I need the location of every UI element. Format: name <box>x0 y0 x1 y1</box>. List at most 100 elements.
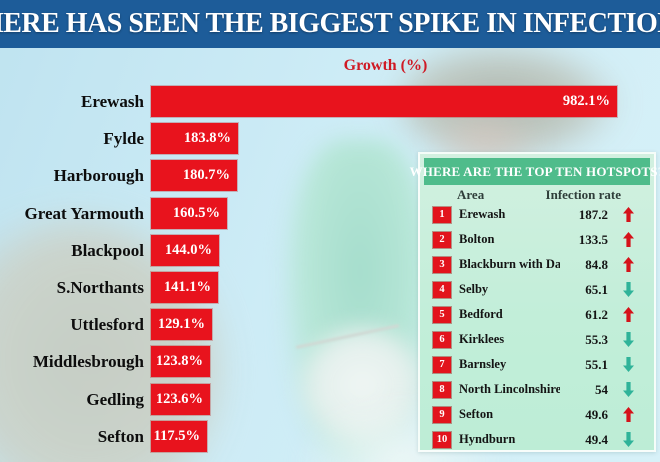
table-row: 7 Barnsley 55.1 <box>428 352 648 377</box>
infection-rate-value: 133.5 <box>578 231 608 247</box>
bar-chart: Erewash 982.1% Fylde 183.8% Harborough 1… <box>0 86 660 462</box>
trend-arrow-icon <box>608 282 648 297</box>
trend-arrow-icon <box>608 407 648 422</box>
rank-badge: 10 <box>433 431 451 448</box>
area-name: Barnsley <box>459 357 507 371</box>
rank-badge: 2 <box>433 231 451 248</box>
infection-rate-value: 61.2 <box>585 306 608 322</box>
bar-row: Fylde 183.8% <box>0 123 660 154</box>
bar-value: 141.1% <box>163 279 211 295</box>
bar-row: Middlesbrough 123.8% <box>0 346 660 377</box>
bar-row: Uttlesford 129.1% <box>0 309 660 340</box>
trend-arrow-icon <box>608 207 648 222</box>
infection-rate-value: 84.8 <box>585 256 608 272</box>
bar-label: Erewash <box>81 92 144 111</box>
bar-row: Harborough 180.7% <box>0 160 660 191</box>
table-row: 8 North Lincolnshire 54 <box>428 377 648 402</box>
infection-rate-value: 55.1 <box>585 356 608 372</box>
chart-axis-label: Growth (%) <box>343 57 428 74</box>
table-row: 1 Erewash 187.2 <box>428 202 648 227</box>
infection-rate-value: 49.4 <box>585 431 608 447</box>
infection-rate-value: 54 <box>595 381 608 397</box>
bar: 117.5% <box>151 421 207 452</box>
bar: 129.1% <box>151 309 212 340</box>
hotspots-title: WHERE ARE THE TOP TEN HOTSPOTS? <box>410 158 660 185</box>
bar: 144.0% <box>151 235 219 266</box>
bar-value: 144.0% <box>164 242 212 258</box>
bar: 123.8% <box>151 346 210 377</box>
rank-badge: 6 <box>433 331 451 348</box>
rank-badge: 8 <box>433 381 451 398</box>
area-name: Sefton <box>459 407 494 421</box>
trend-arrow-icon <box>608 357 648 372</box>
bar-label: Middlesbrough <box>32 352 144 371</box>
area-name: Bolton <box>459 232 495 246</box>
bar-value: 982.1% <box>562 93 610 109</box>
bar: 982.1% <box>151 86 617 117</box>
bar-row: Sefton 117.5% <box>0 421 660 452</box>
bar-label: Harborough <box>53 166 144 185</box>
column-header-area: Area <box>457 187 485 202</box>
table-row: 4 Selby 65.1 <box>428 277 648 302</box>
area-name: Hyndburn <box>459 432 516 446</box>
title-bar: WHERE HAS SEEN THE BIGGEST SPIKE IN INFE… <box>0 0 660 48</box>
bar-value: 129.1% <box>157 316 205 332</box>
bar-label: Fylde <box>103 129 144 148</box>
table-row: 9 Sefton 49.6 <box>428 402 648 427</box>
bar-label: Sefton <box>97 427 144 446</box>
bar-label: Great Yarmouth <box>24 204 144 223</box>
area-name: Selby <box>459 282 489 296</box>
bar-row: S.Northants 141.1% <box>0 272 660 303</box>
table-row: 3 Blackburn with Darwen 84.8 <box>428 252 648 277</box>
table-row: 6 Kirklees 55.3 <box>428 327 648 352</box>
trend-arrow-icon <box>608 432 648 447</box>
infection-rate-value: 55.3 <box>585 331 608 347</box>
bar-value: 160.5% <box>172 205 220 221</box>
bar-label: Blackpool <box>71 241 144 260</box>
bar-value: 123.8% <box>155 353 203 369</box>
bar-row: Great Yarmouth 160.5% <box>0 198 660 229</box>
trend-arrow-icon <box>608 232 648 247</box>
hotspots-panel: WHERE ARE THE TOP TEN HOTSPOTS? Area Inf… <box>410 152 660 452</box>
infection-rate-value: 65.1 <box>585 281 608 297</box>
area-name: Erewash <box>459 207 506 221</box>
hotspots-rows: 1 Erewash 187.2 2 Bolton 133.5 3 Blackbu… <box>428 202 648 452</box>
area-name: Kirklees <box>459 332 505 346</box>
bar-row: Erewash 982.1% <box>0 86 660 117</box>
column-header-rate: Infection rate <box>545 187 621 202</box>
page-title: WHERE HAS SEEN THE BIGGEST SPIKE IN INFE… <box>0 8 660 39</box>
table-row: 5 Bedford 61.2 <box>428 302 648 327</box>
area-name: Bedford <box>459 307 503 321</box>
rank-badge: 7 <box>433 356 451 373</box>
table-row: 2 Bolton 133.5 <box>428 227 648 252</box>
infection-rate-value: 49.6 <box>585 406 608 422</box>
rank-badge: 3 <box>433 256 451 273</box>
rank-badge: 5 <box>433 306 451 323</box>
bar-row: Gedling 123.6% <box>0 384 660 415</box>
rank-badge: 4 <box>433 281 451 298</box>
bar-value: 183.8% <box>183 130 231 146</box>
bar-label: S.Northants <box>56 278 144 297</box>
bar-value: 180.7% <box>182 167 230 183</box>
infection-rate-value: 187.2 <box>578 206 608 222</box>
rank-badge: 9 <box>433 406 451 423</box>
trend-arrow-icon <box>608 332 648 347</box>
rank-badge: 1 <box>433 206 451 223</box>
bar-value: 117.5% <box>153 428 200 444</box>
trend-arrow-icon <box>608 307 648 322</box>
bar-row: Blackpool 144.0% <box>0 235 660 266</box>
bar: 180.7% <box>151 160 237 191</box>
bar-value: 123.6% <box>155 391 203 407</box>
area-name: North Lincolnshire <box>459 382 560 396</box>
bar-label: Gedling <box>86 390 144 409</box>
bar: 123.6% <box>151 384 210 415</box>
bar: 160.5% <box>151 198 227 229</box>
bar-label: Uttlesford <box>70 315 144 334</box>
trend-arrow-icon <box>608 382 648 397</box>
bar: 183.8% <box>151 123 238 154</box>
area-name: Blackburn with Darwen <box>459 257 560 271</box>
table-row: 10 Hyndburn 49.4 <box>428 427 648 452</box>
bar: 141.1% <box>151 272 218 303</box>
trend-arrow-icon <box>608 257 648 272</box>
